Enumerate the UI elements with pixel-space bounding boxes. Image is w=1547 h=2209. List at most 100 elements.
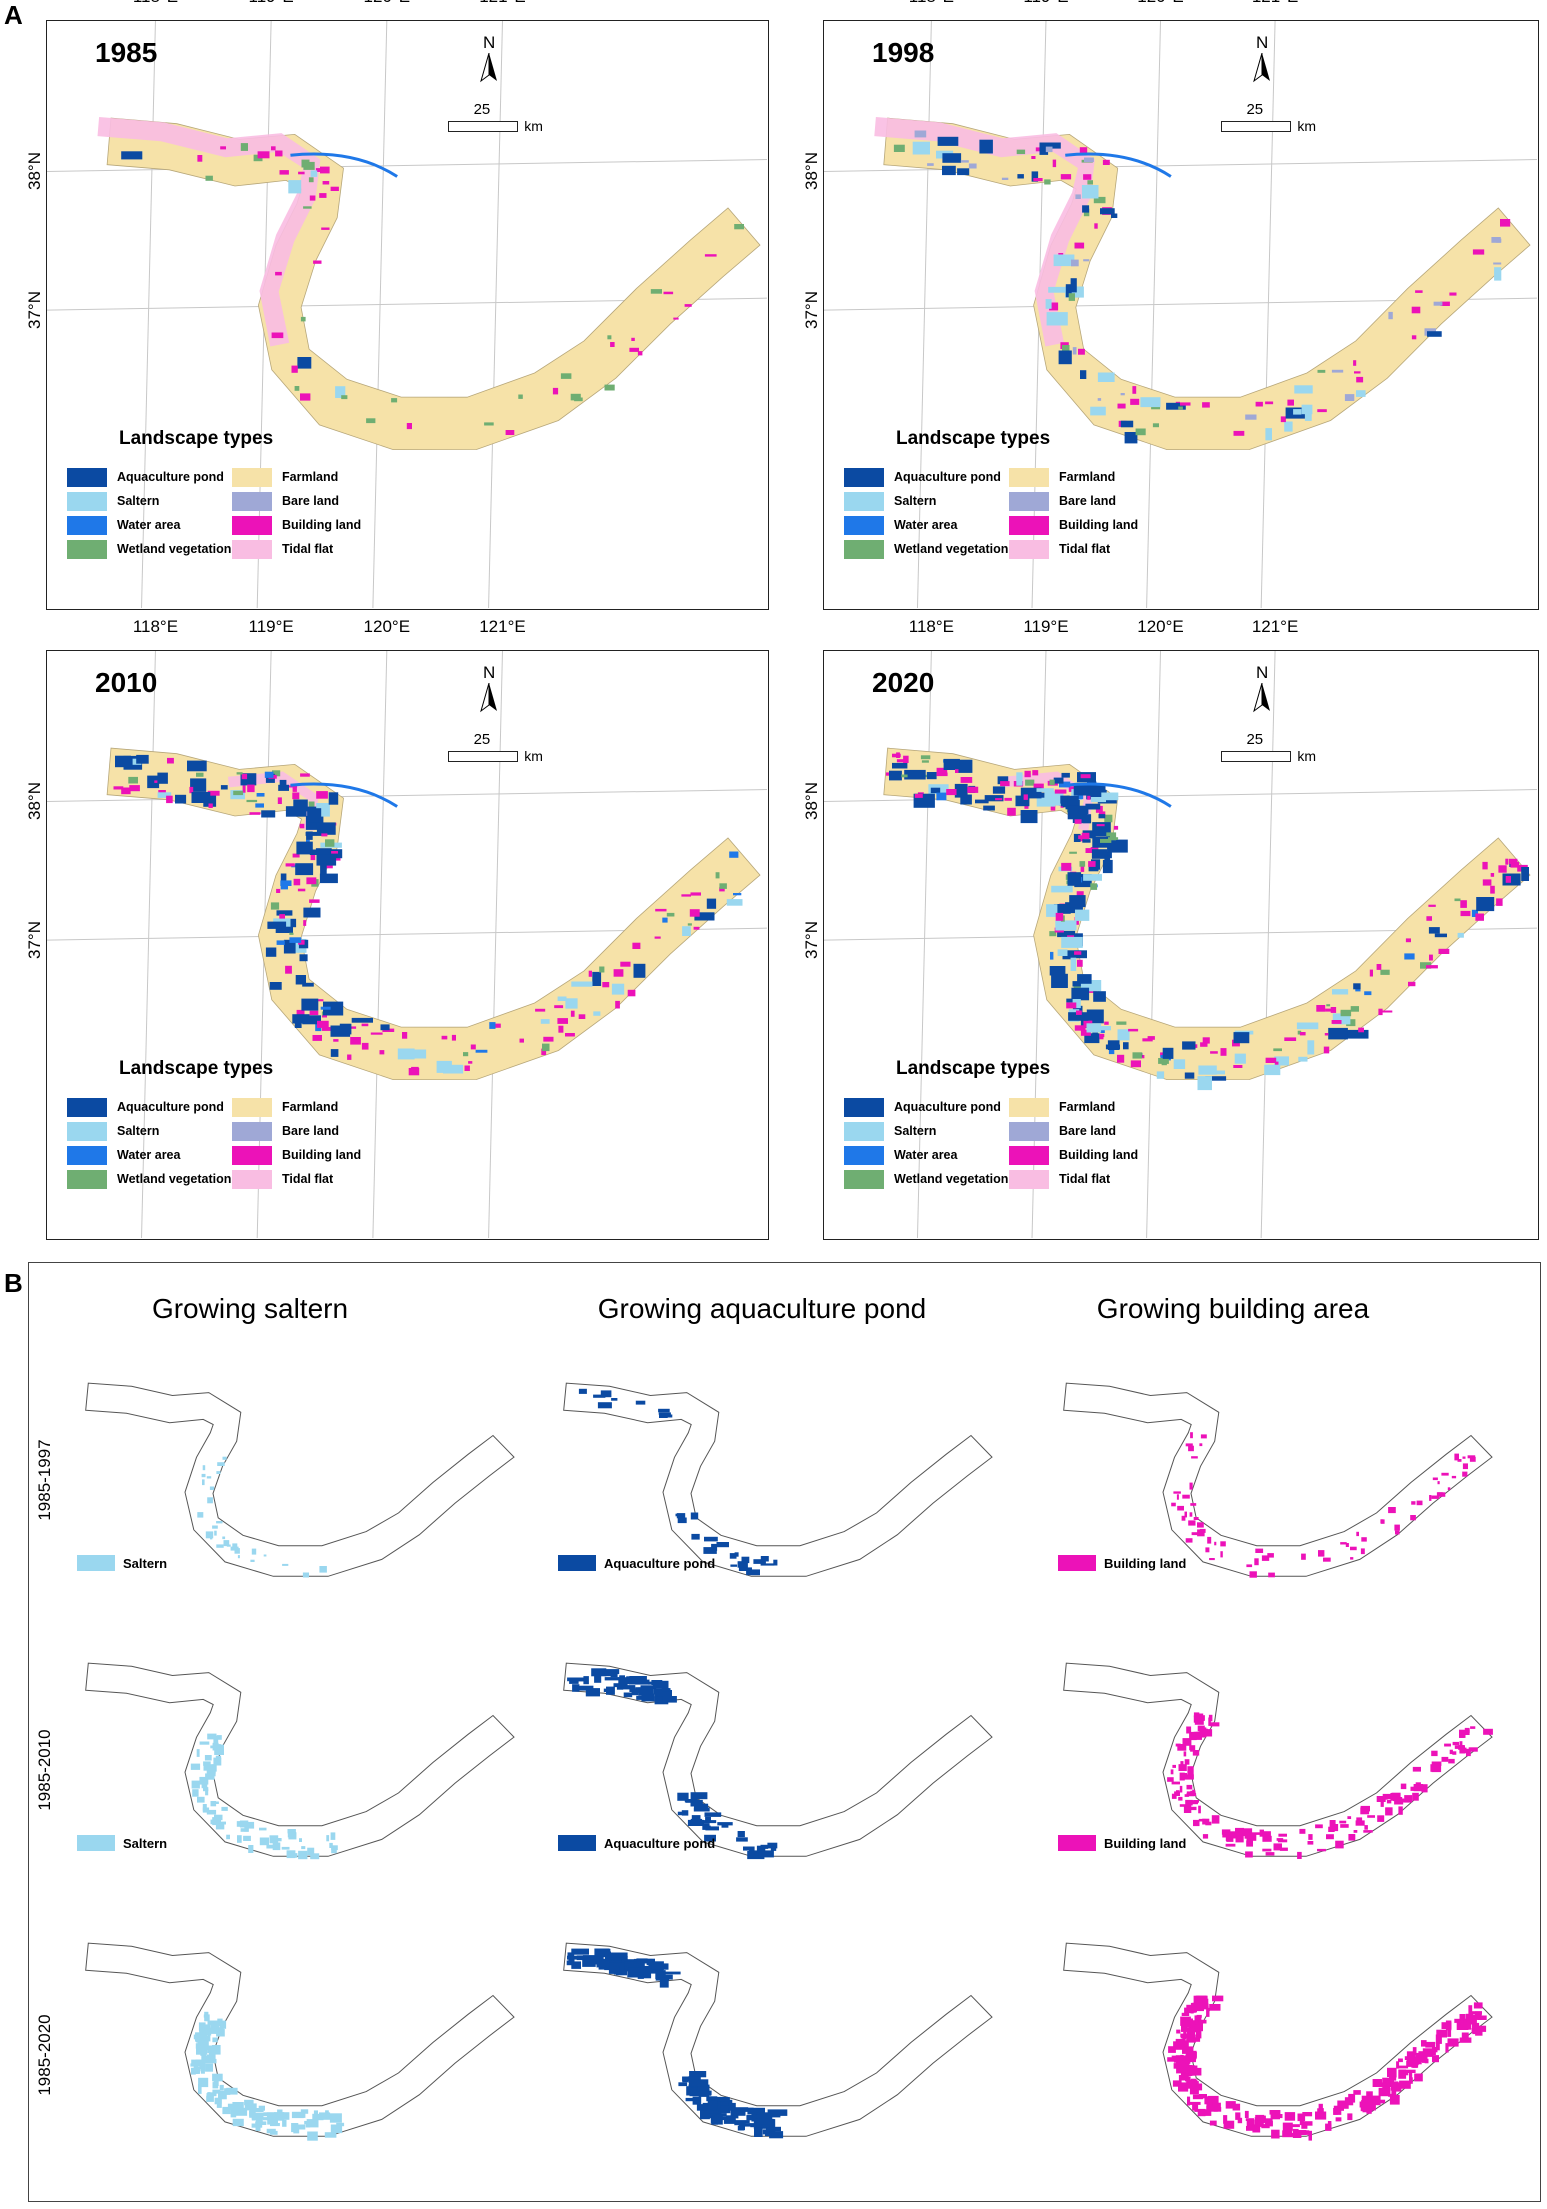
land-patch-bare-land [1245,414,1257,420]
growth-patch [1173,2056,1183,2063]
growth-patch [593,1394,606,1398]
land-patch-water-area [291,864,299,868]
scale-bar [448,121,519,132]
growth-patch [244,2103,257,2111]
map-frame-1998: 1998 118°E 119°E 120°E 121°E 38°N 37°N N 25 km Lan… [802,0,1539,610]
land-patch-saltern [1036,788,1054,792]
meridian-line [916,651,932,1238]
growth-patch [207,1733,217,1740]
legend-label: Water area [894,518,958,533]
growth-patch [1244,2110,1249,2118]
land-patch-building-land [1079,838,1085,842]
land-patch-wetland-vegetation [1454,898,1461,902]
land-patch-building-land [1369,969,1373,977]
land-patch-bare-land [1433,301,1443,306]
growth-patch [1200,2109,1212,2116]
growth-patch [1385,1808,1392,1816]
growth-patch [1262,1835,1272,1842]
land-patch-water-area [280,884,288,890]
growth-patch [239,1820,249,1828]
legend-label: Saltern [894,494,937,509]
growth-patch [717,1822,733,1826]
growth-patch [1246,2126,1257,2131]
coastal-zone-farmland [883,117,1531,451]
legend-swatch [232,1121,272,1141]
growth-patch [1208,1714,1213,1722]
growth-patch [1459,1729,1466,1738]
growth-patch [281,1846,290,1850]
legend-label: Aquaculture pond [604,1555,716,1571]
land-patch-aquaculture-pond [280,873,287,882]
land-patch-water-area [276,940,285,945]
growth-patch [1195,2001,1199,2011]
land-patch-saltern [571,981,593,987]
growth-patch [1191,1532,1200,1536]
legend-item: Wetland vegetation [67,539,231,559]
land-patch-building-land [1496,898,1503,906]
growth-patch [1187,2065,1195,2071]
growth-patch [226,1834,230,1840]
growth-patch [266,2112,276,2120]
growth-patch [222,2106,230,2114]
growth-patch [234,1548,240,1554]
growth-patch [1276,1838,1284,1841]
growth-patch [629,1688,640,1692]
legend-label: Wetland vegetation [117,1172,232,1187]
land-patch-wetland-vegetation [128,776,138,784]
land-patch-water-area [320,1006,331,1010]
land-patch-aquaculture-pond [956,759,973,773]
land-patch-water-area [475,1049,488,1053]
land-patch-building-land [349,1026,357,1029]
growth-patch [1209,1558,1215,1561]
land-patch-building-land [1074,917,1079,925]
growth-patch [1301,2124,1308,2129]
growth-patch [1362,2103,1370,2113]
land-patch-building-land [1490,873,1495,877]
growth-patch [1297,2113,1306,2122]
land-patch-wetland-vegetation [1069,851,1077,854]
north-arrow: N [459,33,519,87]
land-patch-wetland-vegetation [734,224,744,230]
longitude-label: 118°E [132,617,179,636]
growth-patch [215,1755,222,1760]
growth-patch [769,2131,784,2139]
growth-patch [1190,2024,1197,2033]
growth-patch [1207,1536,1212,1544]
growth-patch [739,2123,760,2127]
legend-label: Farmland [282,1100,339,1115]
growth-patch [1388,1507,1396,1514]
legend-label: Farmland [282,470,339,485]
growth-patch [610,1952,628,1957]
growth-patch [1209,2120,1217,2126]
land-patch-building-land [570,1010,575,1017]
growth-patch [1437,1481,1440,1485]
growth-patch [1386,1800,1392,1804]
growth-patch [1447,1487,1451,1490]
growth-patch [319,1566,327,1573]
land-patch-wetland-vegetation [599,966,605,973]
growth-patch [205,2063,213,2072]
growth-patch [324,2132,337,2138]
legend-label: Aquaculture pond [117,470,224,485]
land-patch-wetland-vegetation [607,335,612,340]
growth-patch [1355,1820,1365,1826]
land-patch-aquaculture-pond [1020,787,1042,799]
legend-label: Building land [282,518,362,533]
land-patch-building-land [277,797,282,804]
land-patch-building-land [331,851,338,854]
growth-patch [266,1844,275,1849]
growth-patch [300,2109,309,2114]
coastline-outline [1063,1382,1493,1577]
land-patch-building-land [554,1005,564,1009]
legend-swatch [1058,1835,1096,1851]
land-patch-saltern [1301,404,1313,415]
growth-patch [1198,1805,1201,1814]
legend-item: Bare land [1009,491,1116,511]
growth-patch [208,2092,217,2097]
land-patch-building-land [379,1050,385,1055]
growth-patch [1175,1743,1181,1747]
growth-patch [661,1688,669,1692]
growth-patch [210,2029,219,2034]
land-patch-building-land [1324,1033,1329,1036]
land-patch-aquaculture-pond [1061,772,1070,778]
